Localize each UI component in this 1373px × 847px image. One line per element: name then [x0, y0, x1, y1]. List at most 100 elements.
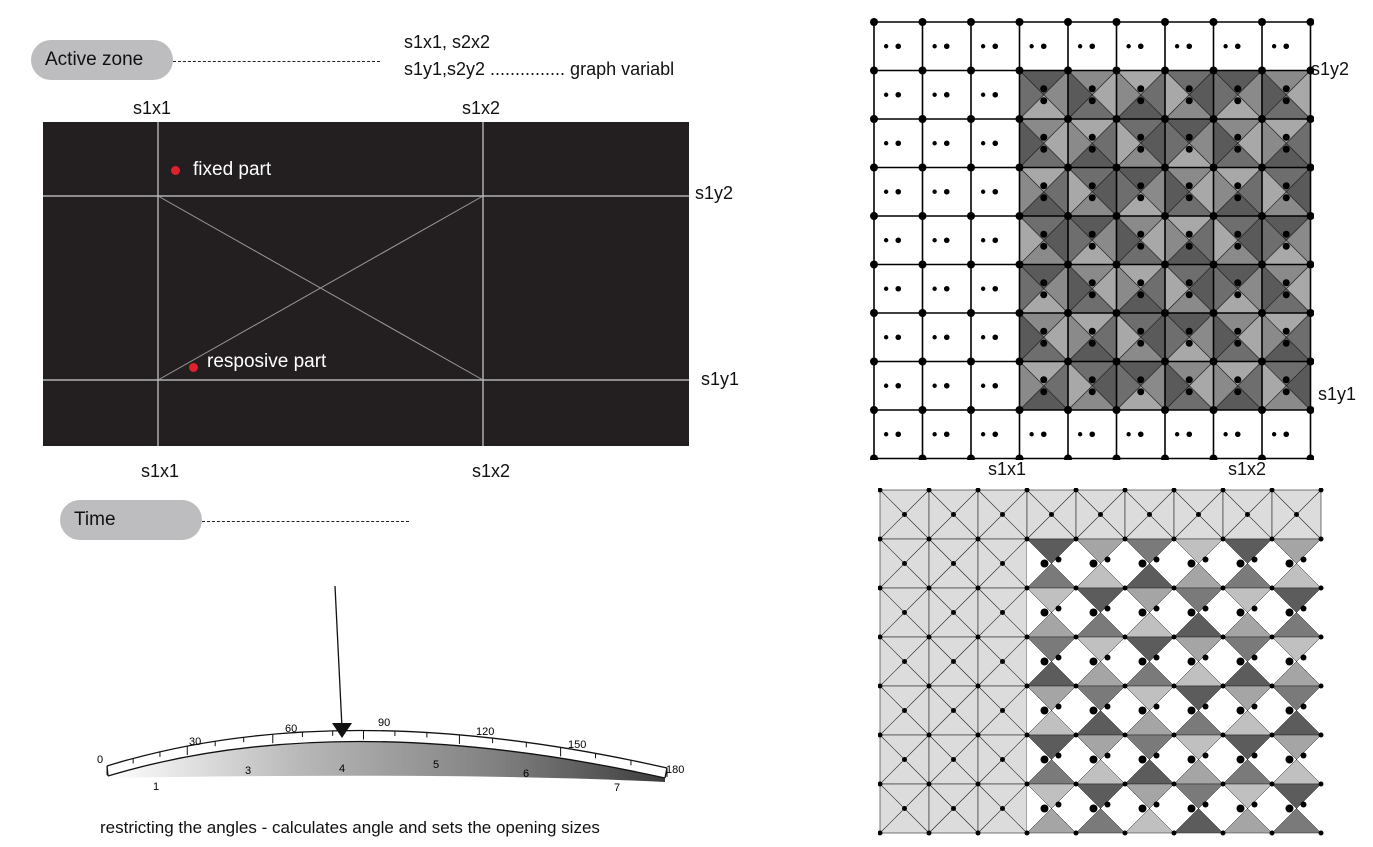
graph-variables-line1: s1x1, s2x2 [404, 32, 491, 52]
angle-label-60: 60 [285, 723, 297, 735]
grid-cell [1212, 360, 1263, 411]
grid-cell [1075, 587, 1126, 638]
grid-cell [1222, 783, 1273, 834]
fixed-part-point [171, 166, 180, 175]
active-zone-pill: Active zone [31, 40, 173, 80]
grid-cell [883, 91, 902, 98]
active-zone-leader [173, 61, 380, 62]
grid-cell [879, 636, 930, 687]
grid-cell [932, 431, 950, 438]
grid-cell [1261, 215, 1312, 266]
panel-top-label-s1x2: s1x2 [1228, 459, 1267, 479]
grid-cell [932, 91, 950, 98]
grid-cell [1067, 312, 1118, 363]
row-label-s1y1: s1y1 [701, 369, 740, 389]
grid-cell [1124, 636, 1175, 687]
grid-cell [883, 237, 902, 244]
grid-cell [1067, 69, 1118, 120]
grid-cell [1124, 783, 1175, 834]
grid-cell [1124, 587, 1175, 638]
grid-cell [1124, 734, 1175, 785]
scale-arc-inner [107, 740, 666, 779]
grid-cell [1173, 685, 1224, 736]
grid-cell [1115, 215, 1166, 266]
grid-cell [1271, 636, 1322, 687]
grid-cell [1164, 69, 1215, 120]
col-label-top-s1x2: s1x2 [462, 98, 501, 118]
grid-cell [1018, 360, 1069, 411]
grid-cell [1174, 431, 1193, 438]
grid-cell [1115, 312, 1166, 363]
grid-cell [1077, 43, 1096, 50]
grid-cell [1075, 685, 1126, 736]
responsive-part-point [189, 363, 198, 372]
grid-cell [1026, 734, 1077, 785]
time-label: Time [74, 509, 116, 530]
time-caption: restricting the angles - calculates angl… [100, 818, 600, 837]
grid-cell [1026, 489, 1077, 540]
grid-cell [1126, 43, 1144, 50]
grid-cell [883, 334, 902, 341]
grid-cell [1018, 215, 1069, 266]
grid-cell [1124, 685, 1175, 736]
grid-cell [883, 43, 902, 50]
grid-cell [879, 783, 930, 834]
grid-cell [977, 587, 1028, 638]
grid-cell [1077, 431, 1096, 438]
angle-scale: 0 30 60 90 120 150 180 1 3 4 5 6 7 [97, 585, 684, 794]
grid-cell [1026, 587, 1077, 638]
time-pointer-arrowhead [332, 723, 352, 738]
time-pill: Time [60, 500, 202, 540]
grid-cell [980, 334, 999, 341]
grid-cell [928, 685, 979, 736]
grid-cell [1212, 215, 1263, 266]
grid-cell [1271, 431, 1290, 438]
grid-cell [1018, 312, 1069, 363]
graph-variables-line2: s1y1,s2y2 ............... graph variabl [404, 59, 675, 79]
grid-cell [1222, 538, 1273, 589]
grid-cell [1261, 312, 1312, 363]
grid-cell [1261, 360, 1312, 411]
grid-cell [1261, 263, 1312, 314]
grid-cell [928, 587, 979, 638]
grid-cell [932, 285, 950, 292]
grid-cell [883, 285, 902, 292]
panel-top-active-grid [870, 18, 1314, 460]
grid-cell [1164, 263, 1215, 314]
grid-cell [980, 91, 999, 98]
active-zone-label: Active zone [45, 49, 144, 70]
grid-cell [1222, 636, 1273, 687]
grid-cell [1212, 69, 1263, 120]
grid-cell [1212, 166, 1263, 217]
grid-cell [1067, 360, 1118, 411]
grid-cell [980, 140, 999, 147]
grid-cell [932, 43, 950, 50]
grid-cell [1115, 360, 1166, 411]
grid-cell [1164, 360, 1215, 411]
grid-cell [1222, 489, 1273, 540]
grid-cell [932, 237, 950, 244]
step-label-3: 3 [245, 765, 251, 777]
grid-cell [928, 734, 979, 785]
step-label-1: 1 [153, 781, 159, 793]
grid-cell [932, 334, 950, 341]
grid-cell [1018, 118, 1069, 169]
grid-cell [1222, 685, 1273, 736]
grid-cell [883, 431, 902, 438]
grid-cell [1124, 538, 1175, 589]
grid-cell [928, 783, 979, 834]
grid-cell [1271, 685, 1322, 736]
col-label-top-s1x1: s1x1 [133, 98, 172, 118]
grid-cell [928, 489, 979, 540]
grid-cell [1067, 166, 1118, 217]
panel-bottom-active-grid [878, 488, 1324, 836]
panel-top-label-s1y1: s1y1 [1318, 384, 1357, 404]
grid-cell [980, 237, 999, 244]
grid-cell [1067, 263, 1118, 314]
grid-cell [1018, 166, 1069, 217]
grid-cell [1075, 783, 1126, 834]
grid-cell [1075, 538, 1126, 589]
grid-cell [977, 538, 1028, 589]
grid-cell [879, 685, 930, 736]
grid-cell [932, 188, 950, 195]
